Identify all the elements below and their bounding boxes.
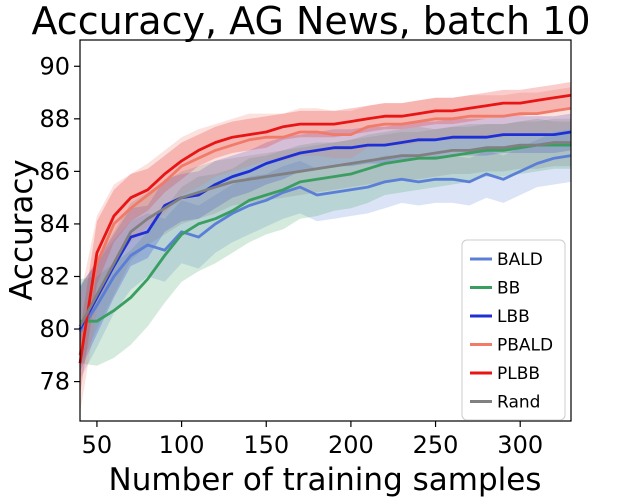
y-tick-label: 86: [39, 157, 70, 185]
chart-title: Accuracy, AG News, batch 10: [31, 0, 590, 43]
legend-label-pbald: PBALD: [497, 336, 553, 356]
x-tick-label: 250: [413, 431, 459, 459]
x-tick-label: 100: [159, 431, 205, 459]
line-bald: [78, 154, 572, 333]
legend-label-lbb: LBB: [497, 307, 530, 327]
series-lines: [78, 93, 572, 364]
y-axis-label: Accuracy: [4, 159, 40, 301]
y-tick-label: 82: [39, 262, 70, 290]
line-bb: [80, 143, 571, 323]
x-tick-label: 150: [243, 431, 289, 459]
y-axis-ticks: 78 80 82 84 86 88 90: [39, 52, 80, 396]
legend-label-rand: Rand: [497, 393, 540, 413]
band-pbald: [80, 87, 571, 414]
line-plbb: [78, 93, 572, 364]
y-tick-label: 84: [39, 210, 70, 238]
band-plbb: [80, 82, 571, 395]
y-tick-label: 80: [39, 315, 70, 343]
line-rand: [78, 141, 571, 328]
legend-box: [461, 239, 566, 421]
y-tick-label: 88: [39, 105, 70, 133]
x-tick-label: 200: [328, 431, 374, 459]
legend: BALD BB LBB PBALD PLBB Rand: [461, 239, 566, 421]
x-tick-label: 50: [82, 431, 113, 459]
band-lbb: [80, 113, 571, 372]
plot-frame: [79, 39, 572, 422]
x-tick-label: 300: [497, 431, 543, 459]
y-tick-label: 78: [39, 368, 70, 396]
line-pbald: [78, 106, 572, 356]
y-tick-label: 90: [39, 52, 70, 80]
legend-label-bb: BB: [497, 279, 520, 299]
x-axis-ticks: 50 100 150 200 250 300: [82, 421, 543, 459]
legend-label-bald: BALD: [497, 250, 543, 270]
x-axis-label: Number of training samples: [109, 462, 542, 498]
band-bald: [80, 129, 571, 379]
band-rand: [80, 118, 571, 366]
legend-label-plbb: PLBB: [497, 364, 540, 384]
